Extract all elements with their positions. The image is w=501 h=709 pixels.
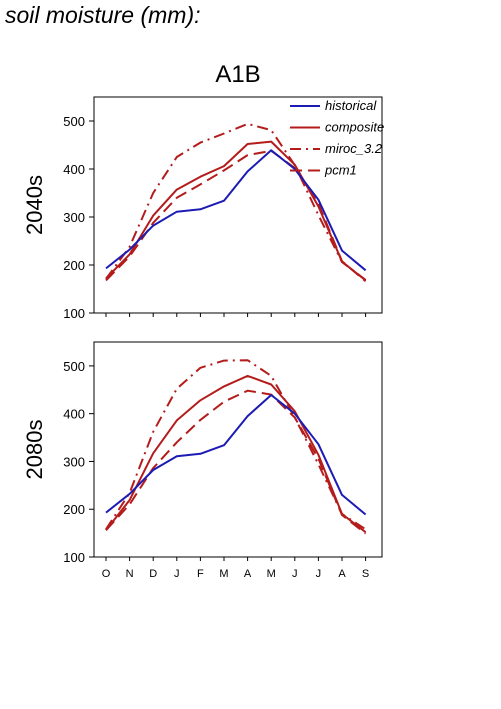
- series-line-miroc-3-2: [105, 122, 367, 281]
- y-tick-label: 400: [63, 162, 85, 177]
- x-tick-label: J: [292, 568, 298, 580]
- scenario-title: A1B: [215, 61, 260, 88]
- x-tick-label: J: [316, 568, 322, 580]
- legend-label: historical: [325, 98, 377, 113]
- plot-frame: [93, 96, 383, 314]
- legend: historical composite miroc_3.2 pcm1: [290, 98, 384, 178]
- series-line-pcm1: [105, 389, 367, 535]
- x-tick-label: M: [219, 568, 228, 580]
- y-tick-label: 500: [63, 359, 85, 374]
- series-line-historical: [105, 394, 367, 516]
- legend-label: miroc_3.2: [325, 141, 383, 156]
- x-tick-label: J: [174, 568, 180, 580]
- y-tick-label: 500: [63, 114, 85, 129]
- series-line-historical: [105, 149, 367, 272]
- x-tick-label: S: [362, 568, 369, 580]
- series-line-composite: [105, 374, 367, 533]
- y-tick-label: 300: [63, 210, 85, 225]
- x-tick-label: N: [126, 568, 134, 580]
- y-tick-label: 100: [63, 306, 85, 321]
- series-line-composite: [105, 140, 367, 282]
- plot-frame: [93, 341, 383, 558]
- y-tick-label: 100: [63, 550, 85, 565]
- chart-panel-2040s: 100 200 300 400 500 2040s historical composite m…: [22, 96, 384, 321]
- x-tick-label: O: [102, 568, 111, 580]
- row-label: 2040s: [22, 175, 47, 235]
- x-tick-label: F: [197, 568, 204, 580]
- series-line-miroc-3-2: [105, 359, 367, 531]
- figure-title: soil moisture (mm):: [5, 2, 201, 28]
- legend-label: composite: [325, 120, 384, 135]
- row-label: 2080s: [22, 420, 47, 480]
- series-line-pcm1: [105, 149, 367, 283]
- y-tick-label: 200: [63, 258, 85, 273]
- y-tick-label: 400: [63, 407, 85, 422]
- x-tick-label: A: [244, 568, 252, 580]
- y-tick-label: 200: [63, 502, 85, 517]
- x-tick-label: A: [338, 568, 346, 580]
- y-tick-label: 300: [63, 454, 85, 469]
- legend-label: pcm1: [324, 163, 357, 178]
- chart-panel-2080s: 100 200 300 400 500 O N D J F M A M J J A S 2080s: [22, 341, 383, 580]
- x-tick-label: D: [149, 568, 157, 580]
- x-tick-label: M: [267, 568, 276, 580]
